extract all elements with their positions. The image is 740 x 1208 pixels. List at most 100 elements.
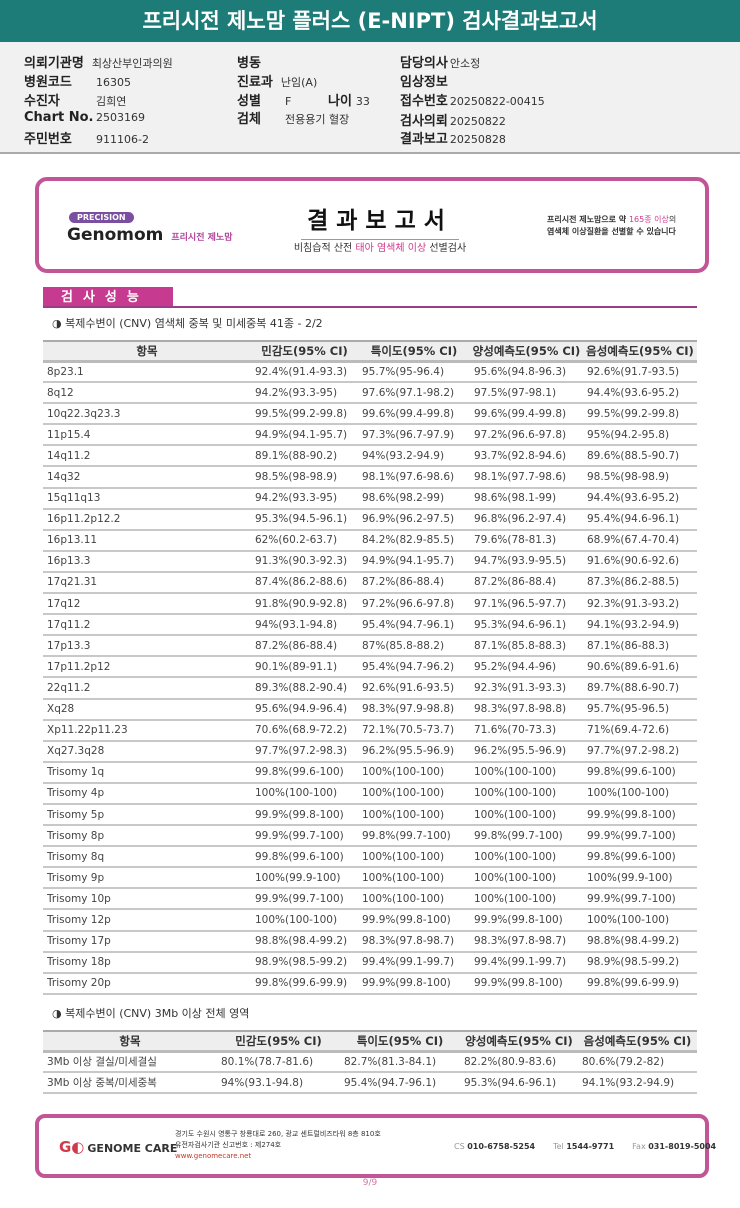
table-cell: Trisomy 17p: [43, 930, 251, 953]
table-cell: 95.7%(95-96.5): [583, 698, 697, 721]
table-row: Trisomy 10p 99.9%(99.7-100) 100%(100-100) 1…: [43, 888, 697, 911]
table-cell: 97.6%(97.1-98.2): [358, 382, 470, 405]
table-cell: 98.8%(98.4-99.2): [583, 930, 697, 953]
contacts: CS 010-6758-5254 Tel 1544-9771 Fax 031-801…: [454, 1142, 734, 1151]
value: 20250822: [449, 115, 506, 128]
table-cell: Trisomy 1q: [43, 761, 251, 784]
label: 수진자: [24, 94, 60, 109]
label: 성별: [237, 94, 261, 109]
t: 031-8019-5004: [648, 1142, 717, 1151]
table-cell: 90.6%(89.6-91.6): [583, 656, 697, 679]
section-tab: 검사성능: [43, 287, 173, 308]
table-cell: 71.6%(70-73.3): [470, 719, 583, 742]
table-cell: Trisomy 18p: [43, 951, 251, 974]
table-cell: 79.6%(78-81.3): [470, 529, 583, 552]
table-cell: 95.7%(95-96.4): [358, 361, 470, 384]
table-row: 3Mb 이상 중복/미세중복 94%(93.1-94.8) 95.4%(94.7-9…: [43, 1072, 697, 1095]
report-date-field: 결과보고 20250828: [400, 128, 506, 147]
label: 검사의뢰: [400, 114, 448, 129]
hospital-field: 의뢰기관명 최상산부인과의원: [24, 52, 173, 71]
report-banner: PRECISION Genomom 프리시전 제노맘 결과보고서 비침습적 산전 …: [35, 177, 709, 273]
table-cell: 94%(93.2-94.9): [358, 445, 470, 468]
table-cell: 99.9%(99.8-100): [358, 909, 470, 932]
t: 165종 이상: [628, 215, 669, 224]
table-cell: 94.2%(93.3-95): [251, 382, 358, 405]
table-cell: 100%(100-100): [470, 803, 583, 827]
table-cell: 95.4%(94.7-96.1): [340, 1072, 460, 1095]
precision-badge: PRECISION: [69, 212, 134, 223]
table-cell: Trisomy 10p: [43, 888, 251, 911]
table-cell: 82.2%(80.9-83.6): [460, 1051, 578, 1074]
table-row: 17p11.2p12 90.1%(89-91.1) 95.4%(94.7-96.2)…: [43, 656, 697, 679]
table-cell: 100%(100-100): [470, 761, 583, 784]
table-cell: 17p13.3: [43, 635, 251, 658]
table-cell: 89.3%(88.2-90.4): [251, 677, 358, 700]
t: 의: [668, 215, 677, 224]
column-header: 항목: [43, 1030, 217, 1053]
value: 33: [355, 95, 370, 108]
table-row: Xp11.22p11.23 70.6%(68.9-72.2) 72.1%(70.5-…: [43, 719, 697, 742]
label: 결과보고: [400, 132, 448, 147]
rrn-field: 주민번호 911106-2: [24, 128, 149, 147]
t: 프리시전 제노맘으로 약: [547, 215, 629, 224]
table-cell: 100%(100-100): [583, 909, 697, 932]
t: 비침습적 산전: [293, 243, 356, 254]
table-cell: 100%(100-100): [251, 909, 358, 932]
t: 염색체 이상질환을 선별할 수 있습니다: [547, 227, 676, 236]
label: 접수번호: [400, 94, 448, 109]
table-cell: 80.1%(78.7-81.6): [217, 1051, 340, 1074]
table-cell: 99.4%(99.1-99.7): [358, 951, 470, 974]
table-cell: 98.3%(97.8-98.8): [470, 698, 583, 721]
table-cell: 87%(85.8-88.2): [358, 635, 470, 658]
table-cell: 16p11.2p12.2: [43, 508, 251, 531]
table-row: 16p13.11 62%(60.2-63.7) 84.2%(82.9-85.5) 79…: [43, 529, 697, 552]
column-header: 항목: [43, 340, 251, 363]
t: 태아 염색체 이상: [355, 243, 427, 254]
table-cell: 97.5%(97-98.1): [470, 382, 583, 405]
table-cell: 99.6%(99.4-99.8): [470, 403, 583, 426]
table-cell: 100%(100-100): [251, 782, 358, 805]
table-row: Xq27.3q28 97.7%(97.2-98.3) 96.2%(95.5-96.9…: [43, 740, 697, 763]
table-cell: 99.8%(99.6-100): [251, 846, 358, 869]
table-cell: 100%(100-100): [470, 846, 583, 869]
table-cell: 96.2%(95.5-96.9): [358, 740, 470, 763]
age-field: 나이 33: [328, 90, 370, 109]
label: 진료과: [237, 75, 273, 90]
table-cell: 100%(100-100): [358, 761, 470, 784]
table-cell: 8p23.1: [43, 361, 251, 384]
table-cell: 95.2%(94.4-96): [470, 656, 583, 679]
table-cell: 99.9%(99.8-100): [470, 909, 583, 932]
table-cell: 98.6%(98.1-99): [470, 487, 583, 510]
ward-field: 병동: [237, 52, 269, 71]
table-cell: 99.9%(99.7-100): [251, 888, 358, 911]
table-cell: Trisomy 8p: [43, 825, 251, 848]
table-cell: 97.1%(96.5-97.7): [470, 593, 583, 616]
table-cell: Trisomy 4p: [43, 782, 251, 805]
column-header: 양성예측도(95% CI): [460, 1030, 578, 1053]
website-link[interactable]: www.genomecare.net: [175, 1152, 252, 1160]
table-cell: 99.6%(99.4-99.8): [358, 403, 470, 426]
table-cell: 98.6%(98.2-99): [358, 487, 470, 510]
table-cell: 100%(100-100): [470, 782, 583, 805]
performance-table-1: 항목 민감도(95% CI) 특이도(95% CI) 양성예측도(95% CI) 음성예…: [43, 340, 697, 995]
table-cell: 95.4%(94.6-96.1): [583, 508, 697, 531]
table-cell: 97.7%(97.2-98.3): [251, 740, 358, 763]
table-cell: 97.3%(96.7-97.9): [358, 424, 470, 447]
table-cell: 87.1%(85.8-88.3): [470, 635, 583, 658]
table-row: Trisomy 9p 100%(99.9-100) 100%(100-100) 100…: [43, 867, 697, 890]
label: 나이: [328, 94, 352, 109]
table-cell: 8q12: [43, 382, 251, 405]
table-row: Xq28 95.6%(94.9-96.4) 98.3%(97.9-98.8) 98.3…: [43, 698, 697, 721]
table-row: 16p13.3 91.3%(90.3-92.3) 94.9%(94.1-95.7) 9…: [43, 550, 697, 573]
name-field: 수진자 김희연: [24, 90, 126, 109]
table-cell: 90.1%(89-91.1): [251, 656, 358, 679]
table-row: 17p13.3 87.2%(86-88.4) 87%(85.8-88.2) 87.1%…: [43, 635, 697, 658]
section-divider: [43, 306, 697, 308]
table-cell: 82.7%(81.3-84.1): [340, 1051, 460, 1074]
table-cell: 97.7%(97.2-98.2): [583, 740, 697, 763]
table-cell: 98.9%(98.5-99.2): [251, 951, 358, 974]
table-cell: 99.9%(99.8-100): [583, 803, 697, 827]
gc-logo-icon: G◐: [59, 1138, 85, 1156]
table-cell: 100%(100-100): [358, 867, 470, 890]
table-cell: 94.9%(94.1-95.7): [358, 550, 470, 573]
